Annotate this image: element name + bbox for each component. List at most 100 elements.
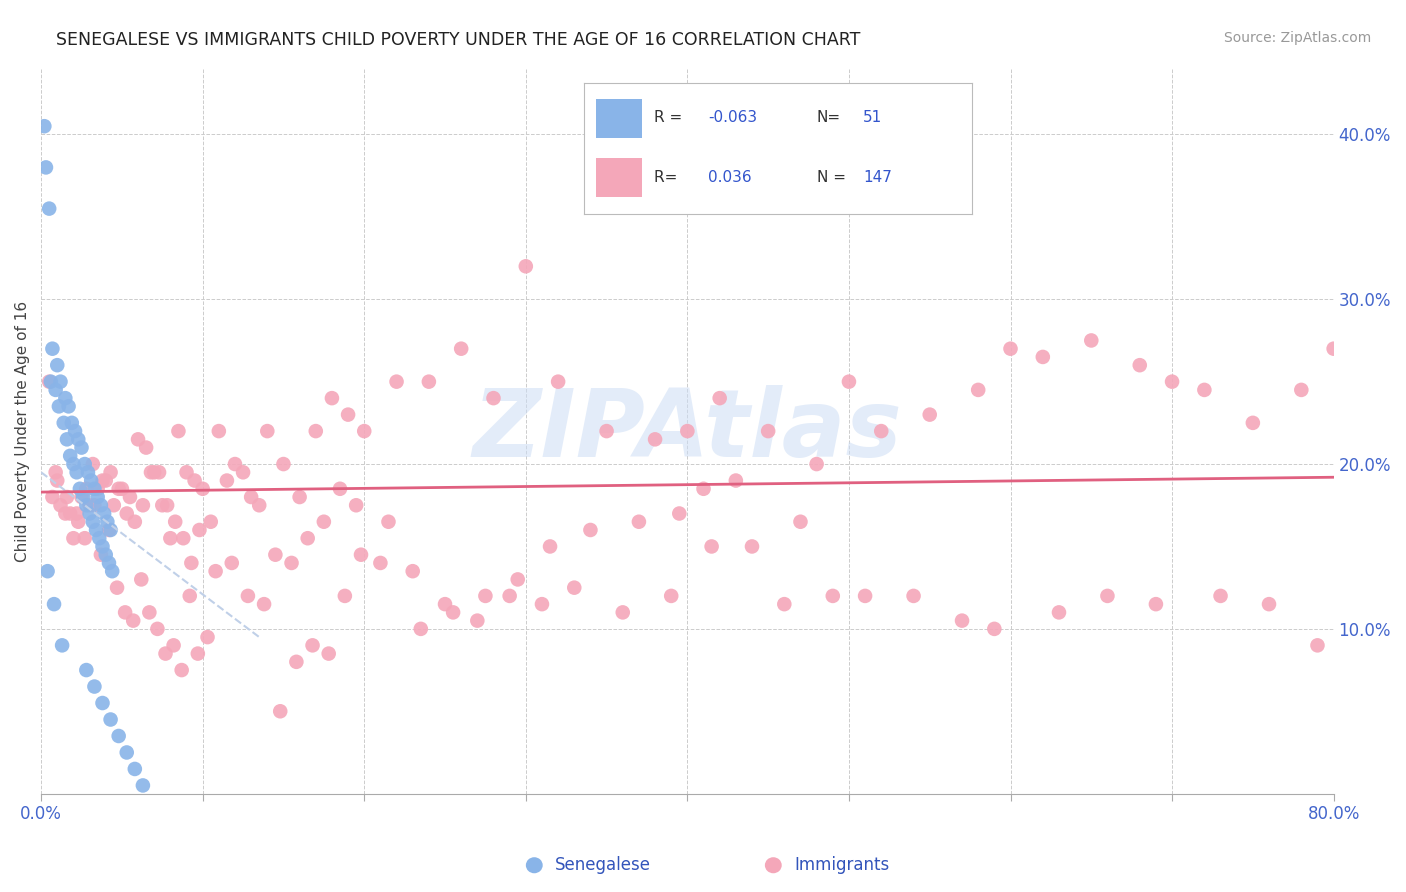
Point: [49, 498, 72, 512]
Text: ZIPAtlas: ZIPAtlas: [472, 385, 903, 477]
Point: [34, 119, 56, 133]
Point: [129, 573, 152, 587]
Point: [450, 342, 472, 356]
Point: [312, 515, 335, 529]
Point: [215, 474, 238, 488]
Point: [179, 589, 201, 603]
Point: [538, 540, 561, 554]
Point: [67, 515, 90, 529]
Point: [159, 531, 181, 545]
Point: [90, 548, 112, 562]
Point: [1144, 597, 1167, 611]
Point: [305, 424, 328, 438]
Point: [70, 441, 93, 455]
Point: [187, 647, 209, 661]
Point: [41, 490, 63, 504]
Point: [35, 161, 58, 175]
Point: [700, 540, 723, 554]
Point: [103, 498, 125, 512]
Point: [90, 498, 112, 512]
Point: [115, 507, 138, 521]
Point: [482, 391, 505, 405]
Point: [221, 556, 243, 570]
Y-axis label: Child Poverty Under the Age of 16: Child Poverty Under the Age of 16: [15, 301, 30, 562]
Point: [49, 375, 72, 389]
Point: [297, 531, 319, 545]
Point: [56, 433, 79, 447]
Point: [83, 498, 105, 512]
Point: [93, 507, 115, 521]
Point: [224, 457, 246, 471]
Point: [86, 490, 108, 504]
Point: [264, 548, 287, 562]
Point: [94, 474, 117, 488]
Point: [208, 424, 231, 438]
Point: [183, 474, 205, 488]
Point: [51, 638, 73, 652]
Point: [385, 375, 408, 389]
Point: [659, 589, 682, 603]
Point: [200, 515, 222, 529]
Point: [350, 548, 373, 562]
Point: [474, 589, 496, 603]
Point: [45, 465, 67, 479]
Point: [709, 391, 731, 405]
Point: [595, 424, 617, 438]
Point: [80, 474, 103, 488]
Point: [197, 630, 219, 644]
Point: [91, 540, 114, 554]
Point: [127, 433, 149, 447]
Text: Source: ZipAtlas.com: Source: ZipAtlas.com: [1223, 31, 1371, 45]
Point: [167, 424, 190, 438]
Point: [1258, 597, 1281, 611]
Point: [155, 647, 177, 661]
Point: [983, 622, 1005, 636]
Point: [82, 457, 104, 471]
Point: [62, 457, 84, 471]
Point: [73, 531, 96, 545]
Point: [107, 482, 129, 496]
Point: [288, 490, 311, 504]
Point: [353, 424, 375, 438]
Point: [91, 474, 114, 488]
Point: [918, 408, 941, 422]
Point: [115, 746, 138, 760]
Point: [111, 482, 134, 496]
Point: [124, 515, 146, 529]
Point: [67, 433, 90, 447]
Point: [756, 424, 779, 438]
Point: [143, 465, 166, 479]
Point: [668, 507, 690, 521]
Point: [66, 465, 89, 479]
Point: [42, 597, 65, 611]
Point: [58, 400, 80, 414]
Text: Immigrants: Immigrants: [794, 856, 890, 874]
Point: [644, 433, 666, 447]
Point: [870, 424, 893, 438]
Point: [105, 581, 128, 595]
Point: [53, 391, 76, 405]
Point: [321, 391, 343, 405]
Point: [38, 202, 60, 216]
Point: [45, 383, 67, 397]
Point: [70, 490, 93, 504]
Point: [135, 441, 157, 455]
Point: [506, 573, 529, 587]
Point: [773, 597, 796, 611]
Point: [1080, 334, 1102, 348]
Point: [37, 564, 59, 578]
Point: [59, 449, 82, 463]
Point: [59, 507, 82, 521]
Point: [821, 589, 844, 603]
Point: [172, 531, 194, 545]
Point: [86, 482, 108, 496]
Point: [100, 713, 122, 727]
Point: [91, 696, 114, 710]
Point: [132, 498, 155, 512]
Point: [285, 655, 308, 669]
Point: [79, 507, 101, 521]
Point: [434, 597, 457, 611]
Point: [724, 474, 747, 488]
Point: [204, 564, 226, 578]
Point: [73, 457, 96, 471]
